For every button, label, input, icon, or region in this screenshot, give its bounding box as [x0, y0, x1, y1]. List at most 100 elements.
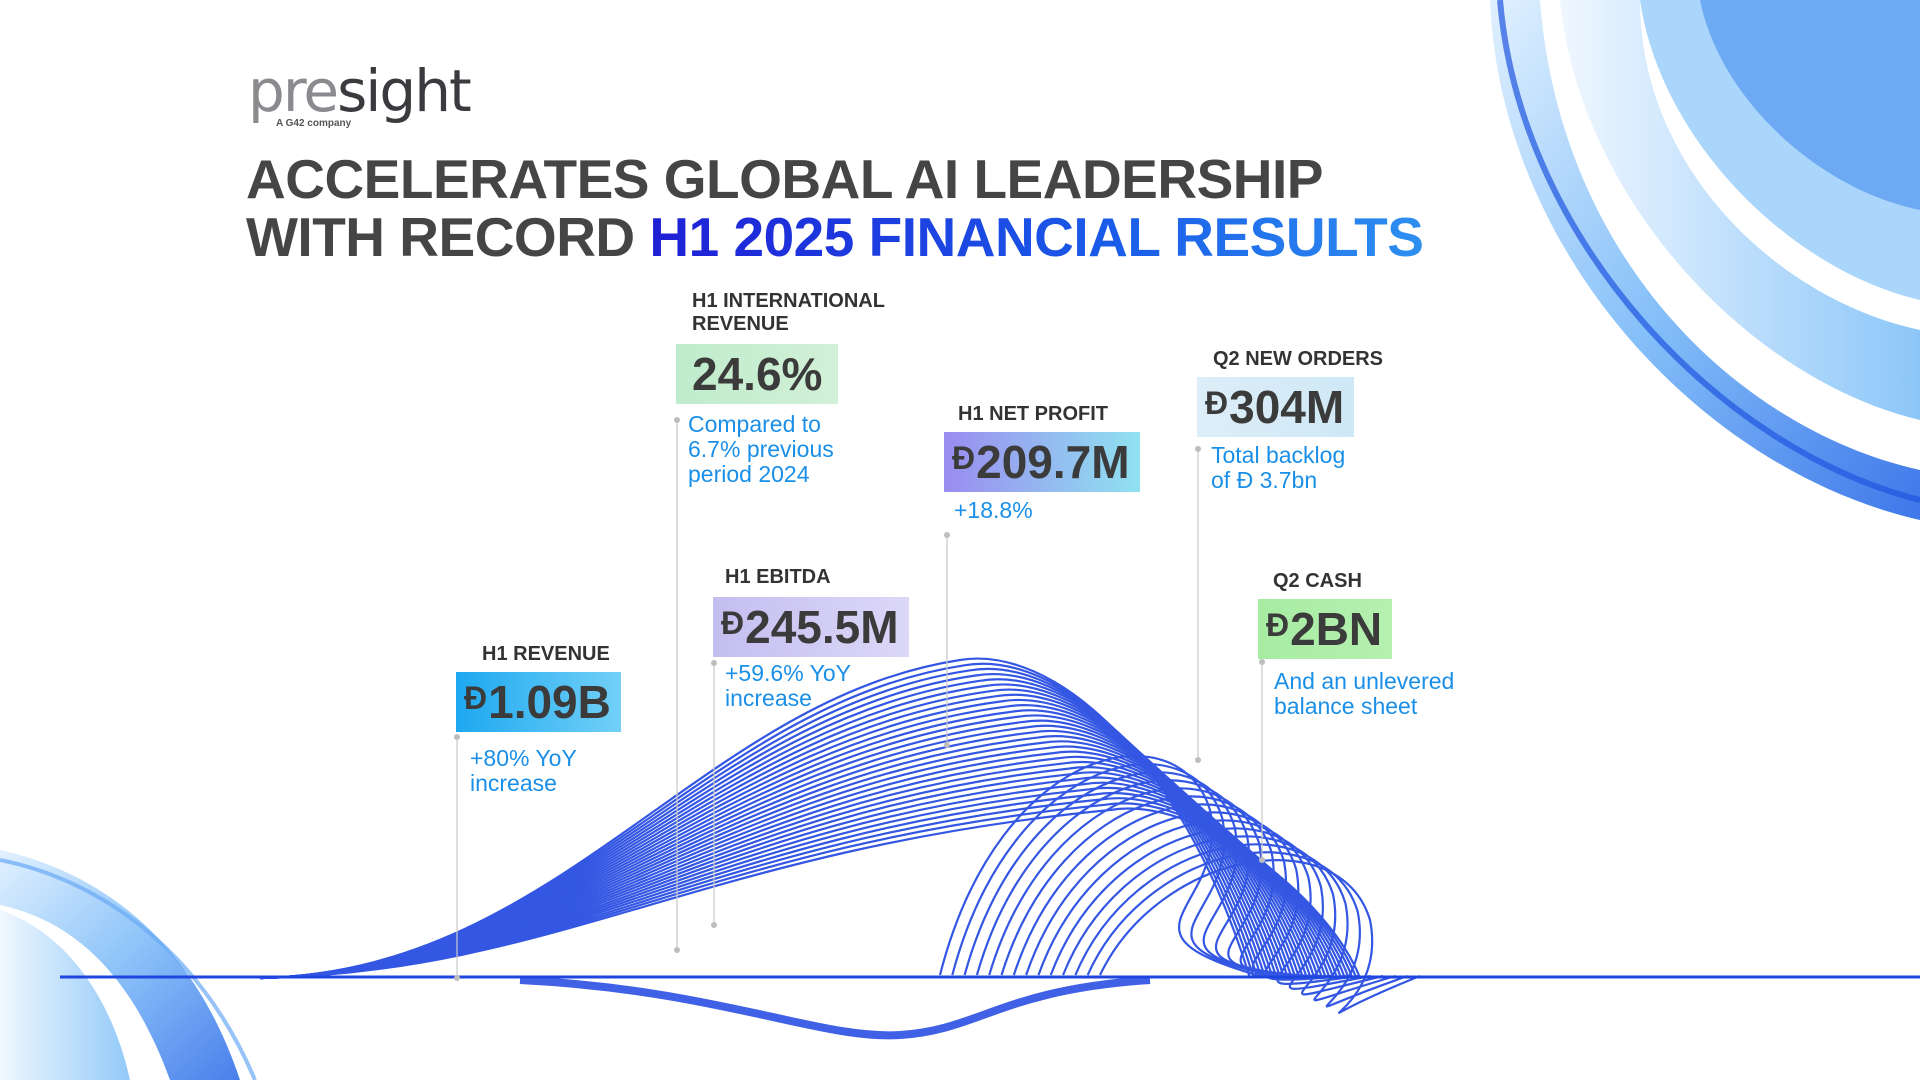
wave-loop [951, 762, 1273, 978]
wave-curve [259, 729, 1305, 980]
stat-value-box: Đ1.09B [456, 672, 621, 732]
logo-sight: sight [337, 57, 472, 125]
wave-loop [1074, 843, 1396, 1002]
dirham-currency-icon: Đ [952, 440, 976, 476]
stat-h1-net-profit: H1 NET PROFIT Đ209.7M +18.8% [944, 403, 1140, 523]
stat-desc-line: balance sheet [1274, 693, 1418, 719]
stat-value: 209.7M [976, 436, 1130, 488]
headline-highlight: H1 2025 FINANCIAL RESULTS [649, 206, 1424, 268]
wave-curve [259, 735, 1308, 980]
wave-curve [259, 745, 1316, 980]
stat-description: +80% YoY increase [470, 746, 621, 796]
wave-curve [259, 755, 1324, 980]
headline-line-2: WITH RECORD [246, 206, 635, 268]
stat-value: 304M [1229, 381, 1345, 433]
logo-pre: pre [248, 57, 339, 125]
stat-value-box: Đ2BN [1258, 599, 1393, 659]
wave-curve [259, 683, 1271, 980]
wave-curve [259, 693, 1278, 980]
wave-curve [259, 766, 1331, 980]
stat-desc-line: period 2024 [688, 461, 810, 487]
dirham-currency-icon: Đ [464, 680, 488, 716]
wave-curve [259, 771, 1335, 980]
wave-loop [938, 755, 1261, 978]
stat-label: H1 INTERNATIONAL REVENUE [692, 290, 885, 336]
dirham-currency-icon: Đ [1205, 385, 1229, 421]
wave-loop [1000, 795, 1322, 978]
wave-dip [519, 976, 1151, 1040]
connector-dot [944, 532, 950, 538]
stat-label: H1 NET PROFIT [958, 403, 1109, 425]
stat-label: H1 REVENUE [482, 643, 610, 665]
stat-value: 1.09B [488, 676, 611, 728]
wave-loop [1037, 819, 1359, 985]
wave-curve [259, 797, 1354, 980]
wave-curves [259, 657, 1421, 1014]
wave-curve [259, 714, 1293, 980]
headline-line-1: ACCELERATES GLOBAL AI LEADERSHIP [246, 148, 1323, 210]
wave-loop [1099, 859, 1421, 1014]
stat-q2-cash: Q2 CASH Đ2BN And an unlevered balance sh… [1258, 570, 1454, 719]
stat-desc-line: increase [725, 685, 812, 711]
stat-h1-revenue: H1 REVENUE Đ1.09B +80% YoY increase [456, 643, 621, 796]
wave-curve [259, 781, 1343, 980]
connector-dot [944, 742, 950, 748]
wave-loop [988, 787, 1310, 978]
stat-desc-line: +59.6% YoY [725, 660, 851, 686]
stat-h1-ebitda: H1 EBITDA Đ245.5M +59.6% YoY increase [713, 566, 909, 711]
wave-loop [1025, 811, 1347, 981]
wave-curve [259, 698, 1282, 980]
stat-label-line: H1 INTERNATIONAL [692, 290, 885, 312]
wave-loop [963, 771, 1285, 978]
stat-h1-international-revenue: H1 INTERNATIONAL REVENUE 24.6% Compared … [676, 290, 885, 487]
stat-value-box: Đ304M [1197, 377, 1355, 437]
wave-loop [1049, 827, 1371, 990]
stat-value-box: Đ209.7M [944, 432, 1140, 492]
dirham-currency-icon: Đ [1266, 607, 1290, 643]
logo-tagline: A G42 company [276, 118, 352, 129]
wave-curve [259, 791, 1350, 980]
stat-value: 2BN [1290, 603, 1383, 655]
stat-value-box: Đ245.5M [713, 597, 909, 657]
wave-curve [259, 750, 1320, 980]
stat-q2-new-orders: Q2 NEW ORDERS Đ304M Total backlog of Đ 3… [1197, 348, 1383, 493]
stat-description: +18.8% [954, 498, 1140, 523]
stat-description: +59.6% YoY increase [725, 661, 909, 711]
top-right-glass-arcs [1490, 0, 1920, 520]
stat-value-box: 24.6% [676, 344, 839, 404]
stat-desc-line: +18.8% [954, 497, 1033, 523]
stat-label: Q2 NEW ORDERS [1213, 348, 1384, 370]
connector-dot [711, 922, 717, 928]
dirham-currency-icon: Đ [721, 605, 745, 641]
wave-curve [259, 786, 1346, 980]
connector-dot [674, 947, 680, 953]
wave-loop [975, 779, 1298, 978]
wave-curve [259, 802, 1358, 980]
stat-desc-line: +80% YoY [470, 745, 577, 771]
stat-label: Q2 CASH [1273, 570, 1362, 592]
stat-value: 24.6% [692, 348, 823, 400]
wave-curve [259, 678, 1267, 980]
wave-curve [259, 807, 1362, 980]
wave-loop [1062, 835, 1384, 996]
connector-dot [1195, 757, 1201, 763]
page-headline: ACCELERATES GLOBAL AI LEADERSHIP WITH RE… [246, 148, 1424, 268]
presight-logo: presight A G42 company [248, 62, 488, 142]
connector-dot [1259, 857, 1265, 863]
stat-desc-line: Compared to [688, 411, 821, 437]
stat-value: 245.5M [745, 601, 899, 653]
wave-curve [259, 760, 1327, 980]
wave-curve [259, 704, 1286, 980]
stat-desc-line: 6.7% previous [688, 436, 834, 462]
wave-curve [259, 724, 1301, 980]
wave-curve [259, 673, 1263, 980]
wave-loop [1086, 851, 1409, 1008]
stat-desc-line: And an unlevered [1274, 668, 1455, 694]
wave-curve [259, 667, 1259, 980]
stat-desc-line: increase [470, 770, 557, 796]
wave-curve [259, 776, 1339, 980]
stat-description: Compared to 6.7% previous period 2024 [688, 412, 885, 487]
stat-desc-line: of Đ 3.7bn [1211, 467, 1318, 493]
wave-curve [259, 709, 1289, 980]
stat-label-line: REVENUE [692, 313, 789, 335]
